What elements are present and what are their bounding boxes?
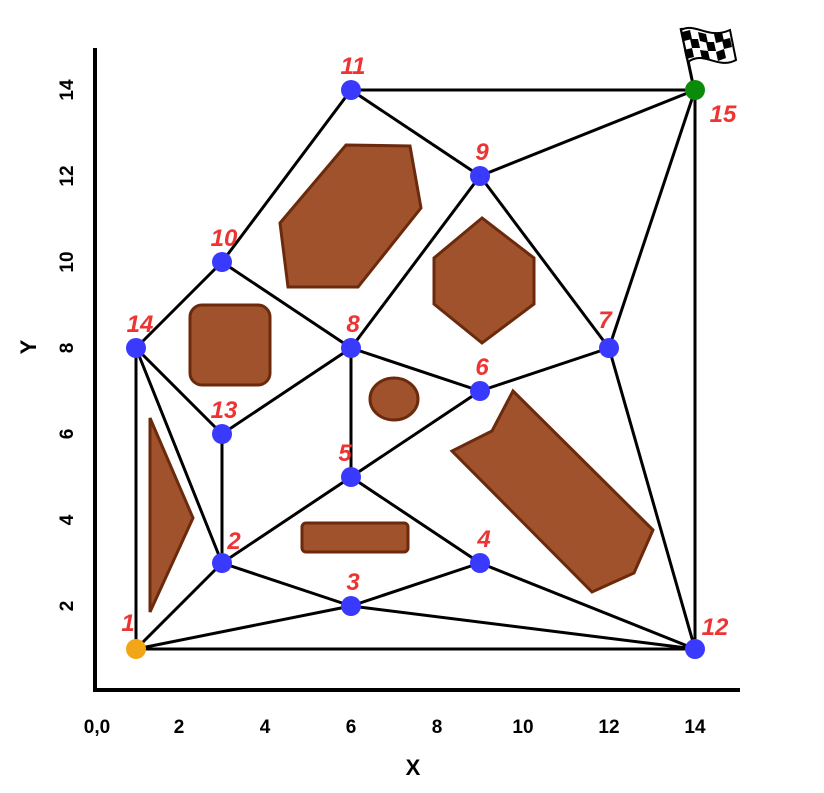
edge-2-3 xyxy=(221,561,352,608)
origin-label: 0,0 xyxy=(84,717,110,738)
node-label-6: 6 xyxy=(475,354,489,381)
edge-1-2 xyxy=(134,561,224,651)
obstacle-hexagon xyxy=(432,216,536,345)
y-tick-label: 6 xyxy=(57,429,78,440)
obstacle-bar xyxy=(300,521,410,554)
node-label-14: 14 xyxy=(127,311,154,338)
node-15 xyxy=(685,80,705,100)
node-2 xyxy=(212,553,232,573)
edge-8-13 xyxy=(221,346,352,436)
node-10 xyxy=(212,252,232,272)
node-14 xyxy=(126,338,146,358)
node-label-9: 9 xyxy=(475,139,489,166)
y-tick-label: 12 xyxy=(57,165,78,186)
y-tick-label: 8 xyxy=(57,343,78,354)
edge-13-14 xyxy=(134,346,224,436)
x-axis-title: X xyxy=(406,755,421,780)
edge-2-5 xyxy=(221,475,352,565)
y-tick-label: 14 xyxy=(57,79,78,101)
node-4 xyxy=(470,553,490,573)
node-label-3: 3 xyxy=(346,569,360,596)
node-label-11: 11 xyxy=(341,53,366,80)
edge-9-11 xyxy=(350,88,481,178)
edge-9-15 xyxy=(479,88,696,178)
edge-3-12 xyxy=(350,604,696,651)
edge-4-12 xyxy=(479,561,696,651)
node-label-15: 15 xyxy=(710,101,737,128)
node-1 xyxy=(126,639,146,659)
x-tick-label: 6 xyxy=(346,717,357,738)
graph-nodes xyxy=(126,80,705,659)
node-6 xyxy=(470,381,490,401)
checkered-flag-icon xyxy=(679,27,738,90)
node-11 xyxy=(341,80,361,100)
node-3 xyxy=(341,596,361,616)
y-axis-title: Y xyxy=(16,339,41,354)
x-tick-label: 12 xyxy=(598,717,619,738)
y-tick-label: 2 xyxy=(57,601,78,612)
x-tick-label: 8 xyxy=(432,717,443,738)
node-12 xyxy=(685,639,705,659)
x-tick-label: 2 xyxy=(174,717,185,738)
node-label-10: 10 xyxy=(211,225,238,252)
node-label-2: 2 xyxy=(226,528,241,555)
edge-10-14 xyxy=(134,260,224,350)
node-7 xyxy=(599,338,619,358)
x-tick-label: 4 xyxy=(260,717,271,738)
x-tick-label: 14 xyxy=(684,717,706,738)
obstacle-ellipse xyxy=(368,376,420,422)
node-label-4: 4 xyxy=(476,526,490,553)
graph-edges xyxy=(134,88,697,651)
axes xyxy=(93,48,740,692)
obstacle-pentagon-top xyxy=(278,143,423,289)
node-label-1: 1 xyxy=(121,610,134,637)
edge-6-7 xyxy=(479,346,610,393)
edge-7-12 xyxy=(607,347,697,650)
node-label-7: 7 xyxy=(598,307,613,334)
edge-5-6 xyxy=(350,389,481,479)
edge-1-3 xyxy=(135,604,352,651)
obstacle-rounded-square xyxy=(188,303,272,387)
node-label-13: 13 xyxy=(211,397,238,424)
y-tick-label: 10 xyxy=(57,251,78,272)
y-tick-label: 4 xyxy=(57,514,78,525)
edge-7-15 xyxy=(607,89,697,349)
edge-2-14 xyxy=(134,347,224,564)
node-label-12: 12 xyxy=(702,614,729,641)
node-9 xyxy=(470,166,490,186)
node-5 xyxy=(341,467,361,487)
edge-4-5 xyxy=(350,475,481,565)
node-label-5: 5 xyxy=(338,440,352,467)
edge-8-9 xyxy=(349,175,482,349)
edge-7-9 xyxy=(478,175,611,349)
edge-3-4 xyxy=(350,561,481,608)
x-tick-label: 10 xyxy=(512,717,533,738)
edge-8-10 xyxy=(221,260,352,350)
node-8 xyxy=(341,338,361,358)
edge-10-11 xyxy=(220,89,353,263)
obstacle-long-diagonal xyxy=(449,388,655,594)
node-label-8: 8 xyxy=(346,311,360,338)
edge-6-8 xyxy=(350,346,481,393)
obstacles xyxy=(148,143,655,613)
obstacle-triangle-left xyxy=(148,417,195,613)
node-13 xyxy=(212,424,232,444)
